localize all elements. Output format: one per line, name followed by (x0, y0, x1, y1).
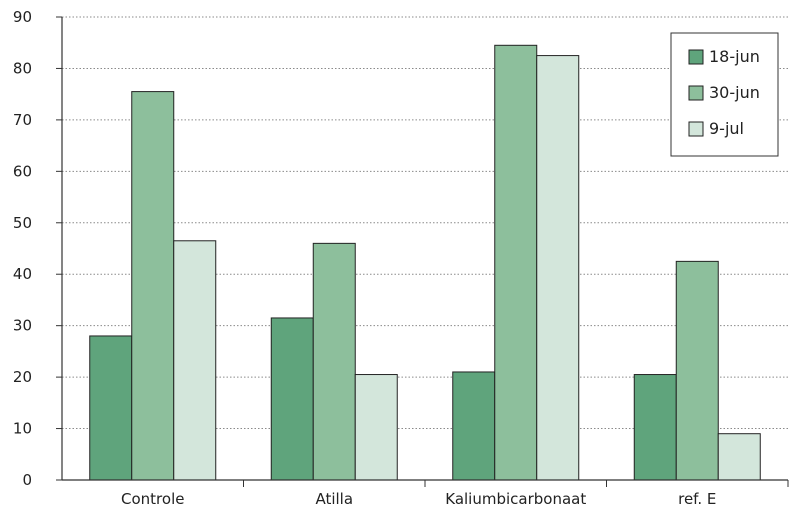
category-label: ref. E (678, 490, 716, 508)
bar-30-jun-ref-e (675, 260, 719, 481)
axes (56, 16, 789, 487)
x-category-labels: Controle Atilla Kaliumbicarbonaat ref. E (121, 490, 716, 508)
bar-30-jun-kaliumbicarbonaat (494, 44, 538, 481)
y-tick-label: 90 (13, 8, 32, 26)
y-tick-label: 10 (13, 420, 32, 438)
y-tick-label: 60 (13, 162, 32, 180)
legend: 18-jun 30-jun 9-jul (670, 32, 779, 157)
legend-label: 18-jun (709, 47, 760, 66)
bar-9-jul-controle (173, 240, 217, 481)
bar-18-jun-atilla (270, 317, 314, 481)
bar-9-jul-ref-e (717, 433, 761, 481)
bar-9-jul-atilla (354, 374, 398, 481)
legend-label: 30-jun (709, 83, 760, 102)
category-label: Atilla (315, 490, 353, 508)
bar-18-jun-kaliumbicarbonaat (452, 371, 496, 481)
y-tick-label: 40 (13, 265, 32, 283)
legend-swatch (688, 49, 704, 65)
category-label: Controle (121, 490, 184, 508)
bar-9-jul-kaliumbicarbonaat (536, 55, 580, 481)
y-tick-label: 70 (13, 111, 32, 129)
y-tick-label: 0 (22, 471, 32, 489)
y-tick-label: 20 (13, 368, 32, 386)
y-tick-labels: 0 10 20 30 40 50 60 70 80 90 (13, 8, 32, 489)
legend-swatch (688, 85, 704, 101)
category-label: Kaliumbicarbonaat (445, 490, 586, 508)
bar-30-jun-atilla (312, 242, 356, 481)
bars (89, 44, 761, 481)
legend-swatch (688, 121, 704, 137)
y-tick-label: 80 (13, 59, 32, 77)
y-tick-label: 50 (13, 214, 32, 232)
bar-18-jun-controle (89, 335, 133, 481)
bar-18-jun-ref-e (633, 374, 677, 481)
legend-label: 9-jul (709, 119, 744, 138)
bar-30-jun-controle (131, 91, 175, 481)
y-tick-label: 30 (13, 317, 32, 335)
